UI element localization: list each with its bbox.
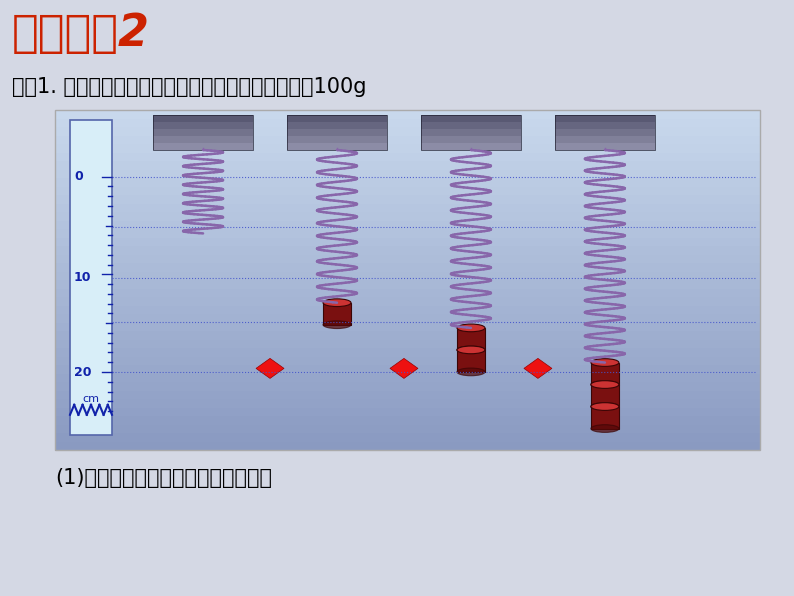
Bar [55, 169, 760, 179]
Bar [421, 115, 521, 122]
Bar [287, 115, 387, 122]
Bar [55, 135, 760, 145]
Bar [55, 416, 760, 426]
Bar [287, 143, 387, 150]
Bar [55, 433, 760, 442]
Bar [421, 129, 521, 136]
Bar [287, 136, 387, 143]
Bar [457, 350, 485, 372]
Text: 0: 0 [74, 170, 83, 183]
Bar [323, 303, 351, 325]
Bar [55, 195, 760, 204]
Bar [55, 110, 760, 120]
Polygon shape [256, 358, 284, 378]
Bar [421, 115, 521, 150]
Bar [153, 136, 253, 143]
Bar [55, 356, 760, 366]
Bar [55, 348, 760, 358]
Bar [55, 322, 760, 332]
Bar [55, 390, 760, 400]
Bar [153, 115, 253, 150]
Bar [153, 122, 253, 129]
Ellipse shape [457, 324, 485, 332]
Ellipse shape [591, 359, 619, 367]
Ellipse shape [457, 346, 485, 354]
Bar [421, 143, 521, 150]
Bar [55, 229, 760, 238]
Ellipse shape [457, 346, 485, 354]
Bar [55, 382, 760, 392]
Bar [55, 399, 760, 408]
Ellipse shape [457, 368, 485, 375]
Bar [55, 280, 760, 290]
Bar [55, 442, 760, 451]
Bar [55, 297, 760, 306]
Ellipse shape [591, 403, 619, 411]
Ellipse shape [591, 403, 619, 411]
Bar [55, 306, 760, 315]
Ellipse shape [591, 381, 619, 389]
Bar [55, 221, 760, 230]
Bar [55, 144, 760, 154]
Bar [70, 120, 112, 435]
Bar [555, 122, 655, 129]
Text: (1)在这个变化过程中，有几个变量？: (1)在这个变化过程中，有几个变量？ [55, 468, 272, 488]
Polygon shape [524, 358, 552, 378]
Bar [55, 203, 760, 213]
Bar [287, 129, 387, 136]
Ellipse shape [323, 299, 351, 306]
Bar [55, 110, 760, 450]
Bar [591, 362, 619, 384]
Text: 20: 20 [74, 365, 91, 378]
Text: cm: cm [83, 394, 99, 404]
Bar [55, 187, 760, 196]
Ellipse shape [591, 381, 619, 389]
Bar [591, 406, 619, 429]
Bar [555, 115, 655, 122]
Bar [55, 246, 760, 256]
Bar [55, 288, 760, 298]
Bar [55, 212, 760, 222]
Text: 10: 10 [74, 271, 91, 284]
Bar [555, 129, 655, 136]
Bar [153, 129, 253, 136]
Text: 探究活动2: 探究活动2 [12, 12, 150, 55]
Ellipse shape [323, 321, 351, 328]
Bar [457, 328, 485, 350]
Bar [55, 424, 760, 434]
Text: 问题1. 如图：在弹簧下面挂着砝码，每个砝码质量为100g: 问题1. 如图：在弹簧下面挂着砝码，每个砝码质量为100g [12, 77, 367, 97]
Bar [55, 119, 760, 128]
Bar [421, 122, 521, 129]
Bar [555, 136, 655, 143]
Ellipse shape [591, 425, 619, 433]
Bar [153, 143, 253, 150]
Bar [55, 408, 760, 417]
Bar [55, 365, 760, 374]
Bar [55, 331, 760, 340]
Bar [55, 340, 760, 349]
Bar [55, 314, 760, 324]
Bar [287, 115, 387, 150]
Bar [555, 115, 655, 150]
Bar [55, 272, 760, 281]
Bar [287, 122, 387, 129]
Bar [55, 263, 760, 272]
Bar [55, 254, 760, 264]
Bar [421, 136, 521, 143]
Bar [55, 237, 760, 247]
Bar [55, 153, 760, 162]
Bar [55, 127, 760, 136]
Bar [55, 178, 760, 188]
Bar [555, 143, 655, 150]
Bar [591, 384, 619, 406]
Bar [55, 374, 760, 383]
Bar [55, 161, 760, 170]
Bar [153, 115, 253, 122]
Polygon shape [390, 358, 418, 378]
